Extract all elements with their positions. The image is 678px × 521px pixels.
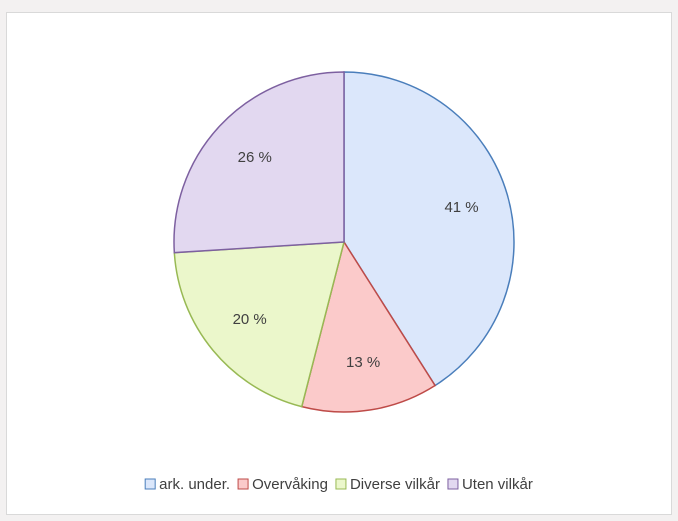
legend-label: Uten vilkår	[462, 476, 533, 493]
legend-label: Overvåking	[252, 476, 328, 493]
pie-slice	[173, 241, 345, 408]
legend-swatch	[447, 478, 459, 490]
legend-label: ark. under.	[159, 476, 230, 493]
data-label: 20 %	[233, 311, 267, 328]
legend-label: Diverse vilkår	[350, 476, 440, 493]
legend-swatch	[144, 478, 156, 490]
legend-swatch	[237, 478, 249, 490]
legend-swatch	[335, 478, 347, 490]
data-label: 41 %	[444, 199, 478, 216]
pie-slice	[173, 71, 345, 254]
data-label: 13 %	[346, 354, 380, 371]
pie-slice	[300, 240, 437, 413]
data-label: 26 %	[238, 149, 272, 166]
pie-slice	[343, 71, 515, 387]
